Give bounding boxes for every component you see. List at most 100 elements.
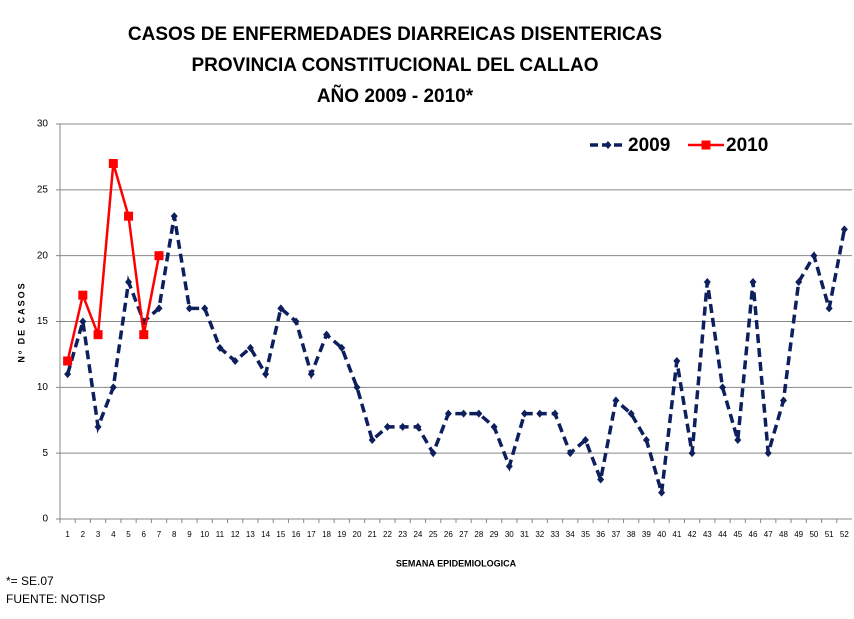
data-point <box>79 317 87 326</box>
data-point <box>201 304 209 313</box>
x-tick-label: 7 <box>157 530 162 539</box>
x-tick-label: 37 <box>611 530 620 539</box>
x-tick-label: 42 <box>688 530 697 539</box>
data-point <box>627 409 635 418</box>
x-tick-label: 20 <box>353 530 362 539</box>
x-tick-label: 35 <box>581 530 590 539</box>
data-point <box>154 251 164 261</box>
data-point <box>262 370 270 379</box>
x-tick-label: 14 <box>261 530 270 539</box>
x-tick-label: 51 <box>825 530 834 539</box>
y-tick-label: 20 <box>37 250 49 261</box>
data-point <box>353 383 361 392</box>
data-point <box>475 409 483 418</box>
data-point <box>581 436 589 444</box>
y-tick-label: 10 <box>37 382 49 393</box>
x-tick-label: 41 <box>672 530 681 539</box>
x-tick-label: 47 <box>764 530 773 539</box>
data-point <box>109 383 117 392</box>
chart-title: CASOS DE ENFERMEDADES DIARREICAS DISENTE… <box>128 24 662 45</box>
data-point <box>444 409 452 418</box>
x-tick-label: 5 <box>126 530 131 539</box>
data-point <box>399 422 407 431</box>
legend-label: 2010 <box>726 135 768 156</box>
legend-marker <box>701 140 711 150</box>
data-point <box>536 409 544 418</box>
data-point <box>63 356 73 366</box>
data-point <box>566 449 574 458</box>
data-point <box>551 409 559 418</box>
x-tick-label: 2 <box>81 530 86 539</box>
data-point <box>642 436 650 444</box>
data-point <box>688 449 696 458</box>
data-point <box>612 396 620 405</box>
x-tick-label: 36 <box>596 530 605 539</box>
series-line <box>65 215 847 494</box>
x-tick-label: 39 <box>642 530 651 539</box>
data-point <box>125 278 133 286</box>
x-tick-label: 19 <box>337 530 346 539</box>
y-tick-label: 0 <box>42 514 48 525</box>
legend-marker <box>604 141 612 149</box>
x-tick-label: 29 <box>490 530 499 539</box>
x-tick-label: 10 <box>200 530 209 539</box>
x-tick-label: 45 <box>733 530 742 539</box>
data-point <box>64 370 72 379</box>
data-point <box>505 462 513 471</box>
data-point <box>658 488 666 497</box>
data-point <box>124 211 134 221</box>
x-tick-label: 38 <box>627 530 636 539</box>
x-tick-label: 48 <box>779 530 788 539</box>
x-tick-label: 4 <box>111 530 116 539</box>
data-point <box>170 212 178 221</box>
data-point <box>490 422 498 431</box>
x-tick-label: 8 <box>172 530 177 539</box>
data-point <box>94 422 102 431</box>
data-point <box>307 370 315 379</box>
y-tick-label: 25 <box>37 184 49 195</box>
data-point <box>795 278 803 286</box>
x-tick-label: 32 <box>535 530 544 539</box>
x-tick-label: 21 <box>368 530 377 539</box>
data-point <box>673 357 681 365</box>
data-point <box>108 159 118 168</box>
x-tick-label: 13 <box>246 530 255 539</box>
x-tick-label: 52 <box>840 530 849 539</box>
x-tick-label: 30 <box>505 530 514 539</box>
x-tick-label: 12 <box>231 530 240 539</box>
data-point <box>719 383 727 392</box>
data-point <box>231 357 239 365</box>
data-point <box>703 278 711 286</box>
x-tick-label: 43 <box>703 530 712 539</box>
data-point <box>840 225 848 234</box>
x-tick-label: 15 <box>276 530 285 539</box>
x-tick-label: 11 <box>216 530 225 539</box>
x-tick-label: 16 <box>292 530 301 539</box>
data-point <box>764 449 772 458</box>
data-point <box>246 343 254 352</box>
x-tick-label: 24 <box>413 530 422 539</box>
data-point <box>277 304 285 313</box>
data-point <box>338 343 346 352</box>
data-point <box>429 449 437 458</box>
footnote: FUENTE: NOTISP <box>6 592 105 606</box>
x-tick-label: 17 <box>307 530 316 539</box>
x-tick-label: 40 <box>657 530 666 539</box>
x-tick-label: 3 <box>96 530 101 539</box>
data-point <box>185 304 193 313</box>
data-point <box>383 422 391 431</box>
data-point <box>779 396 787 405</box>
data-point <box>139 330 149 340</box>
data-point <box>597 475 605 484</box>
y-axis-label: Nº DE CASOS <box>16 281 26 362</box>
x-tick-label: 44 <box>718 530 727 539</box>
x-tick-label: 22 <box>383 530 392 539</box>
x-tick-label: 28 <box>474 530 483 539</box>
data-point <box>734 436 742 444</box>
y-tick-label: 30 <box>37 119 49 130</box>
x-tick-label: 6 <box>142 530 147 539</box>
data-point <box>292 317 300 326</box>
x-tick-label: 46 <box>749 530 758 539</box>
data-point <box>521 409 529 418</box>
